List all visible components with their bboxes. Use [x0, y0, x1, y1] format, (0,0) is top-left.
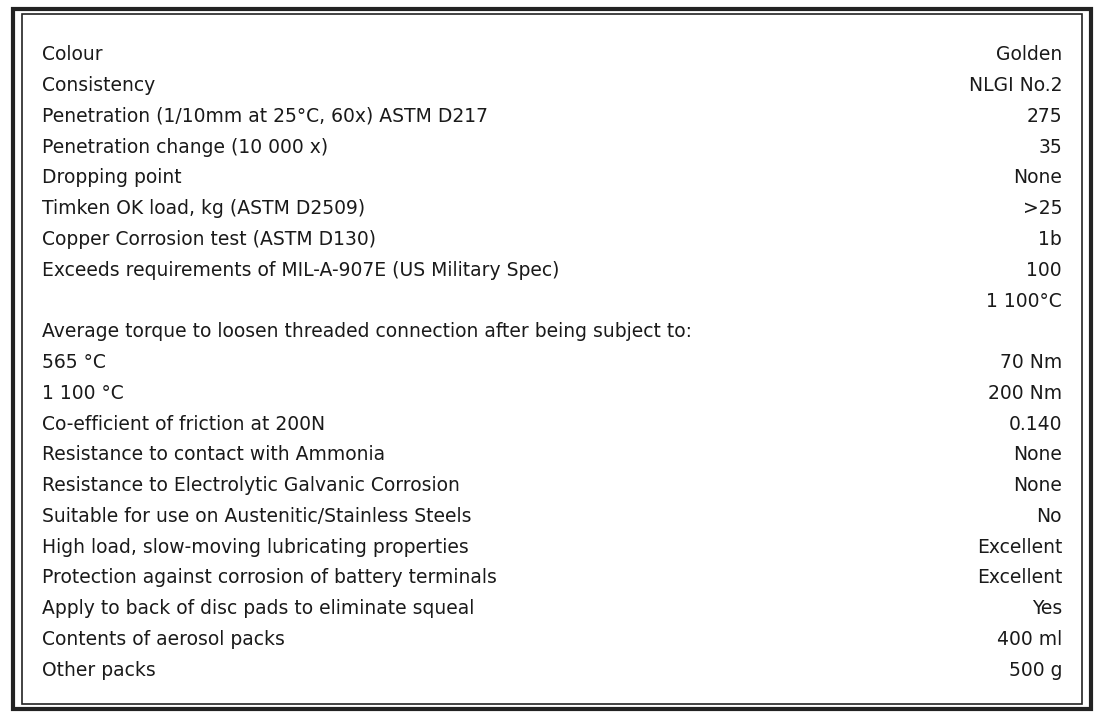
- Text: Timken OK load, kg (ASTM D2509): Timken OK load, kg (ASTM D2509): [42, 199, 365, 218]
- Text: 1 100 °C: 1 100 °C: [42, 384, 124, 403]
- Text: 1 100°C: 1 100°C: [986, 292, 1062, 311]
- Text: Suitable for use on Austenitic/Stainless Steels: Suitable for use on Austenitic/Stainless…: [42, 507, 471, 526]
- Text: Excellent: Excellent: [977, 538, 1062, 556]
- Text: 565 °C: 565 °C: [42, 353, 106, 372]
- Text: None: None: [1013, 169, 1062, 187]
- Text: Dropping point: Dropping point: [42, 169, 181, 187]
- Text: 275: 275: [1027, 107, 1062, 126]
- Text: >25: >25: [1022, 199, 1062, 218]
- Text: 0.140: 0.140: [1009, 414, 1062, 434]
- Text: None: None: [1013, 445, 1062, 465]
- Text: Co-efficient of friction at 200N: Co-efficient of friction at 200N: [42, 414, 325, 434]
- Text: 1b: 1b: [1038, 230, 1062, 249]
- Text: Copper Corrosion test (ASTM D130): Copper Corrosion test (ASTM D130): [42, 230, 376, 249]
- Text: Apply to back of disc pads to eliminate squeal: Apply to back of disc pads to eliminate …: [42, 600, 475, 618]
- Text: 100: 100: [1027, 261, 1062, 280]
- Text: Yes: Yes: [1032, 600, 1062, 618]
- Text: Penetration (1/10mm at 25°C, 60x) ASTM D217: Penetration (1/10mm at 25°C, 60x) ASTM D…: [42, 107, 488, 126]
- Text: Resistance to contact with Ammonia: Resistance to contact with Ammonia: [42, 445, 385, 465]
- Text: 35: 35: [1038, 138, 1062, 157]
- Text: 500 g: 500 g: [1009, 661, 1062, 680]
- Text: Excellent: Excellent: [977, 569, 1062, 587]
- Text: Average torque to loosen threaded connection after being subject to:: Average torque to loosen threaded connec…: [42, 322, 692, 341]
- Text: Penetration change (10 000 x): Penetration change (10 000 x): [42, 138, 328, 157]
- Text: No: No: [1037, 507, 1062, 526]
- Text: NLGI No.2: NLGI No.2: [968, 76, 1062, 95]
- Text: Protection against corrosion of battery terminals: Protection against corrosion of battery …: [42, 569, 497, 587]
- Text: Golden: Golden: [996, 45, 1062, 65]
- Text: Resistance to Electrolytic Galvanic Corrosion: Resistance to Electrolytic Galvanic Corr…: [42, 476, 460, 495]
- Text: Contents of aerosol packs: Contents of aerosol packs: [42, 630, 285, 649]
- Text: High load, slow-moving lubricating properties: High load, slow-moving lubricating prope…: [42, 538, 469, 556]
- Text: 200 Nm: 200 Nm: [988, 384, 1062, 403]
- Text: Colour: Colour: [42, 45, 103, 65]
- Text: 400 ml: 400 ml: [997, 630, 1062, 649]
- Text: 70 Nm: 70 Nm: [1000, 353, 1062, 372]
- Text: None: None: [1013, 476, 1062, 495]
- Text: Exceeds requirements of MIL-A-907E (US Military Spec): Exceeds requirements of MIL-A-907E (US M…: [42, 261, 560, 280]
- Text: Consistency: Consistency: [42, 76, 156, 95]
- Text: Other packs: Other packs: [42, 661, 156, 680]
